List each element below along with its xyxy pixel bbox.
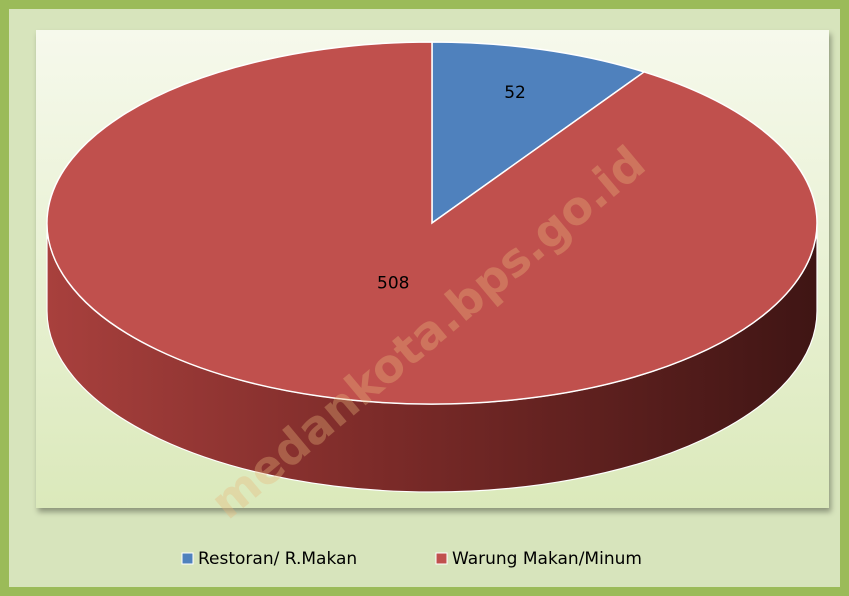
data-label: 508	[377, 274, 409, 294]
legend: Restoran/ R.Makan Warung Makan/Minum	[181, 549, 642, 569]
data-label: 52	[504, 83, 526, 103]
legend-label: Restoran/ R.Makan	[198, 549, 357, 569]
pie: 52 508	[46, 41, 818, 493]
legend-swatch	[181, 552, 194, 565]
pie-slice	[431, 41, 646, 225]
legend-label: Warung Makan/Minum	[452, 549, 642, 569]
pie-slice	[46, 41, 818, 405]
legend-swatch	[435, 552, 448, 565]
